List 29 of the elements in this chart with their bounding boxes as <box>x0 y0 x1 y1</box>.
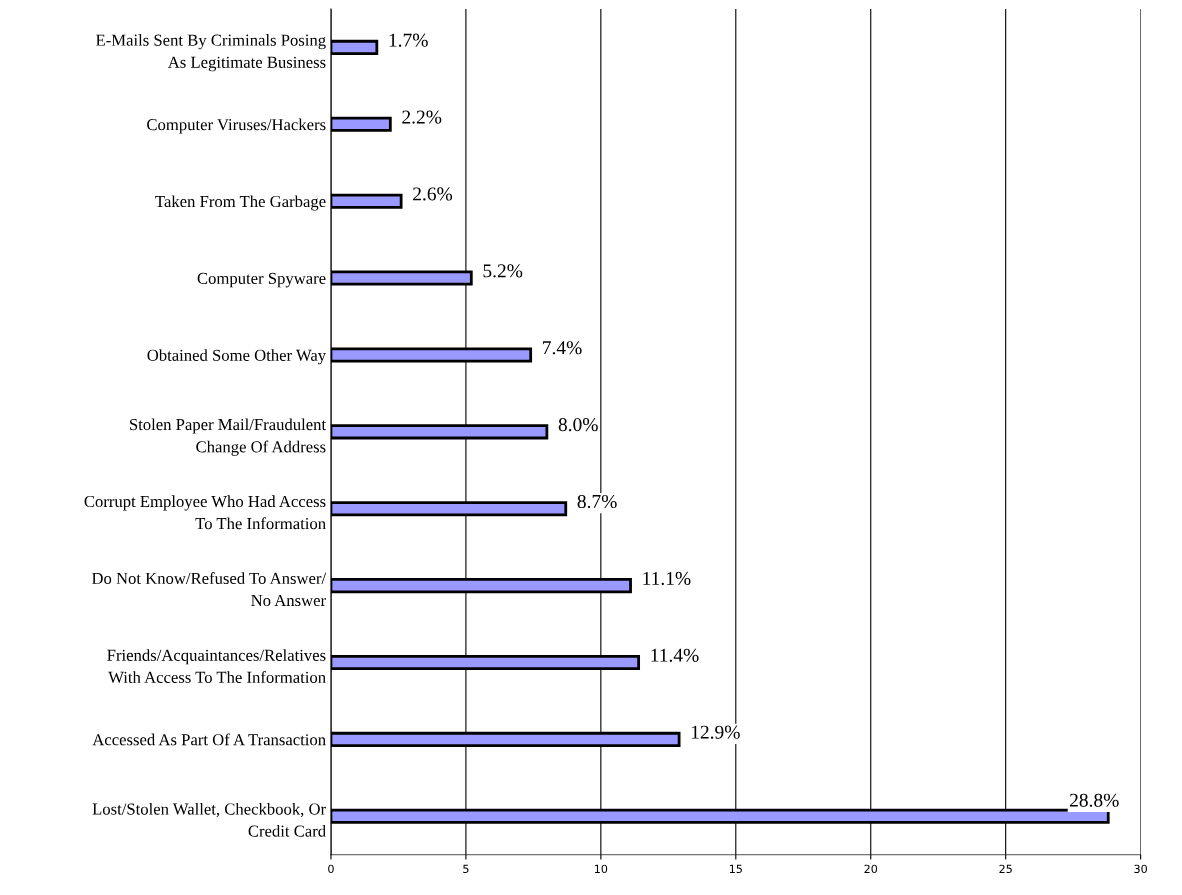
y-tick-label: Friends/Acquaintances/Relatives With Access To The Information <box>107 649 326 684</box>
y-tick-label: Lost/Stolen Wallet, Checkbook, Or Credit Card <box>92 802 326 837</box>
data-label: 8.0% <box>558 418 598 432</box>
y-tick-label: Corrupt Employee Who Had Access To The Information <box>84 495 326 530</box>
y-tick-label: Accessed As Part Of A Transaction <box>92 733 326 746</box>
x-tick-label: 20 <box>864 864 878 874</box>
y-tick-label: Computer Spyware <box>197 272 326 288</box>
data-label: 2.2% <box>402 110 442 124</box>
data-label: 28.8% <box>1069 793 1119 807</box>
data-label: 11.4% <box>651 648 699 662</box>
data-label: 12.9% <box>691 725 740 739</box>
data-label: 11.1% <box>643 571 691 586</box>
x-tick-label: 10 <box>595 864 608 874</box>
x-tick-label: 5 <box>463 864 469 874</box>
x-tick-label: 30 <box>1134 864 1147 874</box>
y-tick-label: Computer Viruses/Hackers <box>147 118 326 134</box>
x-tick-label: 25 <box>999 864 1012 874</box>
y-tick-label: Do Not Know/Refused To Answer/ No Answer <box>91 572 327 607</box>
data-label: 2.6% <box>413 187 453 201</box>
y-tick-label: Taken From The Garbage <box>155 195 326 211</box>
data-label: 1.7% <box>389 33 428 47</box>
data-label: 7.4% <box>543 341 582 355</box>
data-label: 5.2% <box>483 264 523 278</box>
y-tick-label: E-Mails Sent By Criminals Posing As Legitimate Business <box>96 34 326 72</box>
y-tick-label: Stolen Paper Mail/Fraudulent Change Of Address <box>130 418 326 456</box>
data-label: 8.7% <box>577 494 617 509</box>
y-tick-label: Obtained Some Other Way <box>147 349 327 365</box>
x-tick-label: 0 <box>328 864 334 874</box>
x-tick-label: 15 <box>729 864 742 874</box>
